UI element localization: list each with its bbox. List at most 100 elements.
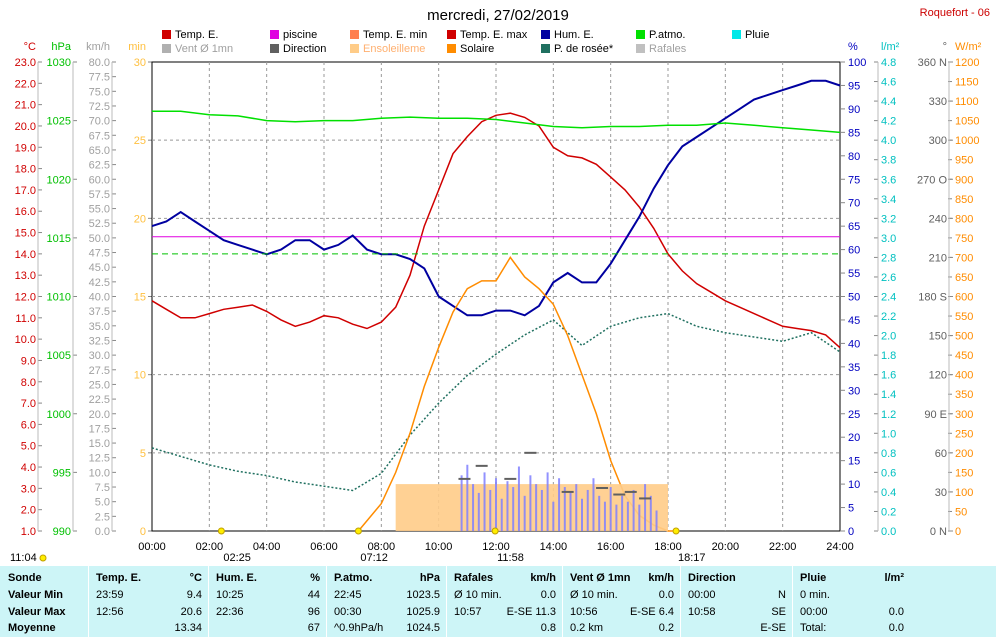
axis-tick-label: 990 [53,526,71,538]
axis-tick-label: 950 [955,155,973,167]
axis-tick-label: 40.0 [89,292,110,304]
stats-col-unit: % [310,572,320,584]
stats-time: Ø 10 min. [570,589,618,601]
axis-tick-label: 3.4 [881,194,896,206]
legend-label: Rafales [649,43,687,55]
stats-value: 96 [307,606,320,618]
axis-tick-label: 400 [955,370,973,382]
axis-tick-label: 90 [848,104,860,116]
legend-swatch [541,44,550,53]
axis-tick-label: 60 [848,245,860,257]
axis-tick-label: 150 [955,467,973,479]
axis-tick-label: 4.8 [881,57,896,69]
axis-tick-label: 5 [848,503,854,515]
axis-tick-label: 1000 [955,135,979,147]
stats-time: 23:59 [96,589,124,601]
stats-col-header: Pluie [800,572,827,584]
stats-value: 44 [307,589,320,601]
stats-value: 9.4 [186,589,202,601]
stats-value: 67 [307,622,320,634]
axis-tick-label: 1050 [955,116,979,128]
axis-unit: % [848,41,858,53]
axis-unit: hPa [51,41,71,53]
axis-tick-label: 0 N [930,526,947,538]
axis-tick-label: 40 [848,338,860,350]
axis-tick-label: 300 [955,409,973,421]
station-name: Roquefort - 06 [920,7,990,19]
axis-tick-label: 120 [929,370,947,382]
axis-tick-label: 800 [955,213,973,225]
axis-tick-label: 360 N [918,57,947,69]
stats-value: 20.6 [180,606,202,618]
sun-marker [672,527,680,535]
x-axis: 00:00 02:00 04:00 06:00 08:00 10:00 12:00 14:00… [138,541,854,553]
stats-divider [326,566,327,637]
x-tick-label: 16:00 [597,541,625,553]
axis-tick-label: 3.6 [881,174,896,186]
stats-time: 12:56 [96,606,124,618]
axis-tick-label: 80.0 [89,57,110,69]
stats-col-unit: km/h [648,572,674,584]
x-tick-label: 10:00 [425,541,453,553]
stats-col-header: Temp. E. [96,572,142,584]
axis-tick-label: 80 [848,151,860,163]
axis-tick-label: 1005 [47,350,71,362]
axis-tick-label: 30 [848,385,860,397]
legend-label: P.atmo. [649,29,686,41]
axis-tick-label: 2.0 [881,331,896,343]
axis-tick-label: 50 [955,506,967,518]
stats-col-header: Sonde [8,572,42,584]
axis-tick-label: 200 [955,448,973,460]
x-tick-label: 06:00 [310,541,338,553]
axis-tick-label: 95 [848,80,860,92]
x-tick-label: 20:00 [712,541,740,553]
axis-tick-label: 75 [848,174,860,186]
stats-value: 1024.5 [406,622,440,634]
axis-tick-label: 42.5 [89,277,110,289]
axis-tick-label: 600 [955,292,973,304]
axis-tick-label: 270 O [917,174,947,186]
x-tick-label: 00:00 [138,541,166,553]
axis-unit: min [128,41,146,53]
axis-tick-label: 67.5 [89,130,110,142]
axis-tick-label: 45 [848,315,860,327]
legend-label: Vent Ø 1mn [175,43,233,55]
axis-tick-label: 240 [929,213,947,225]
axis-tick-label: 4.0 [881,135,896,147]
axis-tick-label: 2.5 [95,511,110,523]
legend-swatch [636,44,645,53]
stats-time: 00:30 [334,606,362,618]
x-tick-label: 12:00 [482,541,510,553]
stats-value: SE [771,606,786,618]
axis-tick-label: 1.0 [881,428,896,440]
stats-value: 1025.9 [406,606,440,618]
axis-tick-label: 23.0 [15,57,36,69]
left-time-label: 11:04 [10,552,37,564]
axis-tick-label: 7.0 [21,398,36,410]
legend-swatch [270,30,279,39]
axis-tick-label: 13.0 [15,270,36,282]
stats-col-header: Direction [688,572,736,584]
axis-tick-label: 750 [955,233,973,245]
series-line-temp-e- [151,112,841,349]
stats-divider [88,566,89,637]
axis-tick-label: 52.5 [89,218,110,230]
stats-time: 00:00 [688,589,716,601]
stats-row-label: Valeur Max [8,606,66,618]
axis-tick-label: 2.8 [881,252,896,264]
axis-tick-label: 850 [955,194,973,206]
legend-label: piscine [283,29,317,41]
axis-tick-label: 5.0 [21,441,36,453]
chart-title: mercredi, 27/02/2019 [427,7,569,24]
axis-tick-label: 550 [955,311,973,323]
axis-tick-label: 32.5 [89,335,110,347]
stats-value: E-SE 6.4 [629,606,674,618]
axis-tick-label: 0.6 [881,467,896,479]
series-line-p-atmo- [152,110,841,134]
stats-time: ^0.9hPa/h [334,622,384,634]
stats-value: 0.0 [658,589,674,601]
axis-tick-label: 57.5 [89,189,110,201]
stats-value: 0.0 [888,606,904,618]
stats-time: 0 min. [800,589,830,601]
axis-tick-label: 1.2 [881,409,896,421]
